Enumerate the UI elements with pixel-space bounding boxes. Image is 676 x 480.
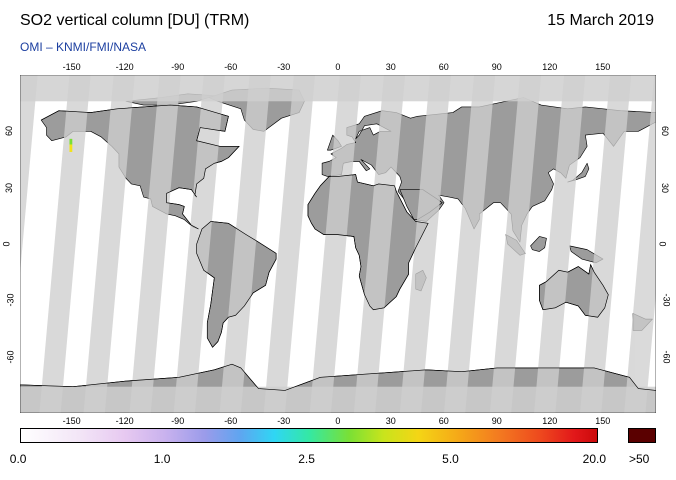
map-title: SO2 vertical column [DU] (TRM)	[20, 12, 250, 29]
lat-tick-right: 30	[660, 182, 671, 193]
lon-tick-bottom: 150	[595, 416, 611, 426]
lat-tick-right: -30	[661, 293, 672, 307]
lon-tick-top: -60	[224, 62, 238, 72]
colorbar-label: 1.0	[153, 452, 171, 466]
lon-tick-top: -30	[277, 62, 291, 72]
lon-tick-top: 90	[491, 62, 502, 72]
lon-tick-top: -90	[171, 62, 185, 72]
lat-tick-right: 60	[660, 126, 671, 137]
colorbar-overflow-swatch	[628, 428, 656, 443]
colorbar-label: 5.0	[442, 452, 459, 466]
coastlines	[20, 104, 656, 391]
lon-tick-bottom: 0	[335, 416, 341, 426]
arctic-gap	[20, 75, 656, 102]
so2-hotspot	[69, 138, 73, 152]
lon-tick-bottom: 120	[542, 416, 558, 426]
lon-tick-bottom: -150	[62, 416, 81, 426]
swath-gaps	[20, 75, 656, 413]
lon-tick-top: 60	[438, 62, 449, 72]
lat-tick-right: -60	[661, 350, 672, 364]
lon-tick-bottom: -30	[277, 416, 291, 426]
lon-tick-top: 0	[335, 62, 341, 72]
lat-tick-left: -60	[5, 350, 16, 364]
colorbar-overflow-label: >50	[629, 452, 650, 466]
so2-world-map	[20, 75, 656, 413]
data-credit: OMI – KNMI/FMI/NASA	[20, 40, 147, 54]
colorbar	[20, 428, 598, 443]
lat-tick-left: 30	[4, 182, 15, 193]
map-date: 15 March 2019	[547, 12, 654, 29]
lon-tick-top: 30	[385, 62, 396, 72]
lon-tick-bottom: -120	[115, 416, 134, 426]
lat-tick-right: 0	[657, 241, 668, 247]
lat-tick-left: -30	[5, 293, 16, 307]
lat-tick-left: 0	[1, 241, 12, 247]
lon-tick-top: 150	[595, 62, 611, 72]
lon-tick-bottom: -90	[171, 416, 185, 426]
lon-tick-top: -120	[115, 62, 134, 72]
lon-tick-bottom: 90	[491, 416, 502, 426]
lon-tick-bottom: 30	[385, 416, 396, 426]
lat-tick-left: 60	[4, 126, 15, 137]
land-indonesia-borneo	[530, 236, 547, 252]
lon-tick-bottom: 60	[438, 416, 449, 426]
lon-tick-bottom: -60	[224, 416, 238, 426]
lon-tick-top: -150	[62, 62, 81, 72]
antarctic-gap	[20, 386, 656, 413]
lon-tick-top: 120	[542, 62, 558, 72]
colorbar-label: 20.0	[582, 452, 607, 466]
colorbar-label: 2.5	[298, 452, 315, 466]
colorbar-label: 0.0	[9, 452, 27, 466]
